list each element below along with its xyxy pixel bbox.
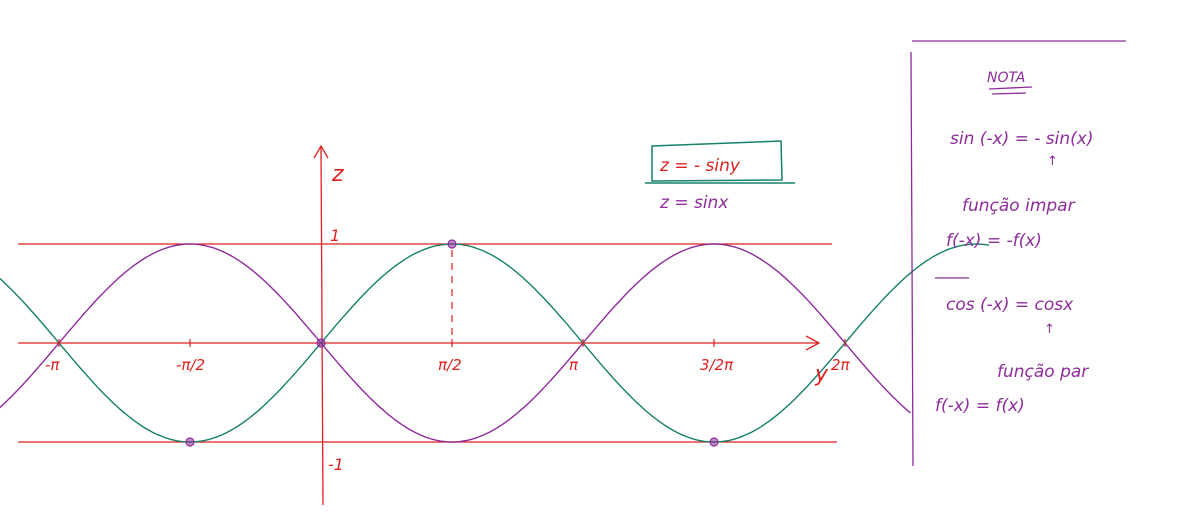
legend-negsin-label: z = - siny — [659, 156, 741, 176]
sin-curve — [0, 243, 911, 443]
marked-points — [185, 239, 719, 447]
level-label-bottom: -1 — [328, 455, 344, 474]
note-panel: NOTA sin (-x) = - sin(x) ↑ função impar … — [910, 40, 1126, 467]
note-odd-identity: sin (-x) = - sin(x) — [950, 129, 1094, 149]
vertical-axis-arrow — [313, 144, 329, 159]
note-even-arrow: ↑ — [1044, 322, 1055, 337]
note-odd-arrow: ↑ — [1047, 154, 1058, 169]
legend: z = - siny z = sinx — [645, 140, 795, 213]
tick-label: -π — [45, 356, 60, 374]
marked-point — [447, 239, 457, 249]
tick-label: 2π — [831, 356, 851, 374]
note-even-general: f(-x) = f(x) — [935, 396, 1025, 416]
note-title-underline — [988, 86, 1033, 95]
marked-point — [709, 437, 719, 447]
note-title: NOTA — [987, 70, 1025, 86]
marked-point — [316, 338, 326, 348]
vertical-axis — [320, 145, 324, 506]
note-even-identity: cos (-x) = cosx — [946, 295, 1074, 315]
tick-label: π — [569, 356, 579, 374]
level-label-top: 1 — [330, 226, 340, 245]
note-odd-name: função impar — [962, 196, 1076, 216]
horizontal-axis-arrow — [805, 335, 821, 351]
note-odd-general: f(-x) = -f(x) — [946, 231, 1042, 251]
tick-label: 3/2π — [700, 356, 734, 374]
legend-box — [645, 140, 795, 184]
axes — [18, 144, 837, 506]
tick-label: -π/2 — [176, 356, 205, 374]
vertical-axis-label: z — [331, 162, 344, 187]
marked-point — [185, 437, 195, 447]
legend-sin-label: z = sinx — [659, 193, 729, 213]
note-left-rule — [910, 51, 914, 467]
negative-sin-curve — [0, 243, 990, 443]
horizontal-axis-label: y — [814, 362, 829, 387]
note-even-name: função par — [997, 362, 1089, 382]
tick-label: π/2 — [438, 356, 462, 374]
